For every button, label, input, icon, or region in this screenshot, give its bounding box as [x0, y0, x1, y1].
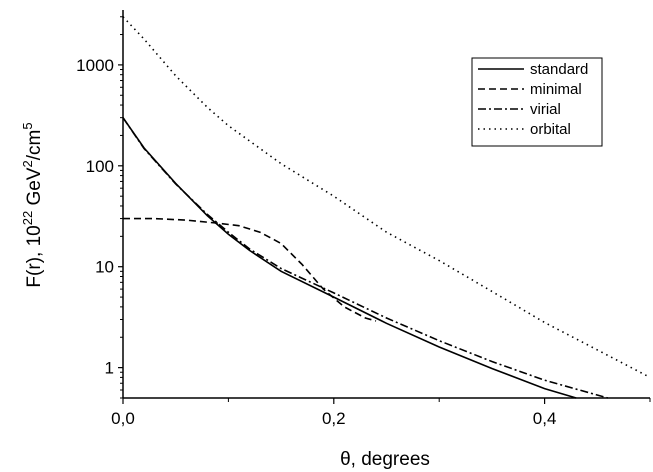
y-tick-label: 1	[105, 359, 114, 378]
series-line-standard	[122, 117, 577, 399]
x-tick-label: 0,0	[111, 409, 135, 428]
y-tick-label: 100	[86, 157, 114, 176]
x-tick-label: 0,2	[322, 409, 346, 428]
x-axis-title: θ, degrees	[340, 449, 430, 470]
x-ticks: 0,0 0,2 0,4	[111, 398, 651, 428]
legend-label-minimal: minimal	[530, 81, 582, 98]
y-axis-title: F(r), 1022 GeV2/cm5	[20, 122, 45, 287]
legend-label-orbital: orbital	[530, 121, 571, 138]
x-tick-label: 0,4	[533, 409, 557, 428]
y-tick-label: 10	[95, 258, 114, 277]
series-line-virial	[122, 117, 609, 399]
legend-label-virial: virial	[530, 101, 561, 118]
legend-box	[471, 57, 603, 147]
y-tick-label: 1000	[76, 56, 114, 75]
series-line-minimal	[123, 217, 377, 322]
plot-lines	[122, 16, 651, 399]
legend: standard minimal virial orbital	[471, 57, 603, 147]
y-ticks: 1 10 100 1000	[76, 16, 123, 399]
legend-label-standard: standard	[530, 61, 588, 78]
